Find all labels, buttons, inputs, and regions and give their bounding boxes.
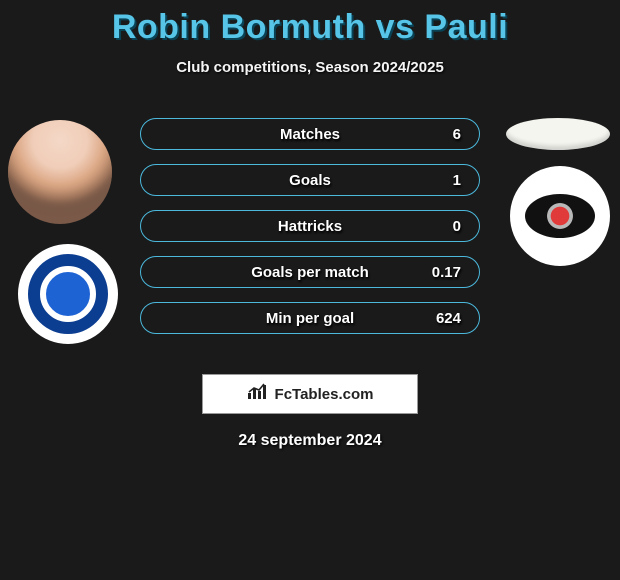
- snapshot-date: 24 september 2024: [0, 432, 620, 450]
- player-club-badge: [18, 244, 118, 344]
- stat-row-goals-per-match: Goals per match 0.17: [140, 256, 480, 288]
- stat-row-matches: Matches 6: [140, 118, 480, 150]
- stat-label: Matches: [159, 126, 417, 143]
- bar-chart-icon: [247, 383, 269, 406]
- stat-label: Goals: [159, 172, 417, 189]
- stat-value: 0: [417, 218, 461, 235]
- content-area: Matches 6 Goals 1 Hattricks 0 Goals per …: [0, 96, 620, 356]
- stat-value: 6: [417, 126, 461, 143]
- opponent-club-badge: [510, 166, 610, 266]
- page-title: Robin Bormuth vs Pauli: [0, 8, 620, 47]
- stat-label: Min per goal: [159, 310, 417, 327]
- stat-row-hattricks: Hattricks 0: [140, 210, 480, 242]
- stat-row-min-per-goal: Min per goal 624: [140, 302, 480, 334]
- branding-box[interactable]: FcTables.com: [202, 374, 418, 414]
- stat-value: 624: [417, 310, 461, 327]
- player-avatar: [8, 120, 112, 224]
- page-subtitle: Club competitions, Season 2024/2025: [0, 59, 620, 76]
- opponent-shape: [506, 118, 610, 150]
- stat-value: 1: [417, 172, 461, 189]
- page-root: Robin Bormuth vs Pauli Club competitions…: [0, 0, 620, 450]
- club-badge-inner: [40, 266, 96, 322]
- stat-value: 0.17: [417, 264, 461, 281]
- stat-label: Hattricks: [159, 218, 417, 235]
- stats-list: Matches 6 Goals 1 Hattricks 0 Goals per …: [140, 118, 480, 348]
- stat-label: Goals per match: [159, 264, 417, 281]
- opponent-badge-inner: [525, 194, 595, 238]
- branding-text: FcTables.com: [275, 386, 374, 403]
- stat-row-goals: Goals 1: [140, 164, 480, 196]
